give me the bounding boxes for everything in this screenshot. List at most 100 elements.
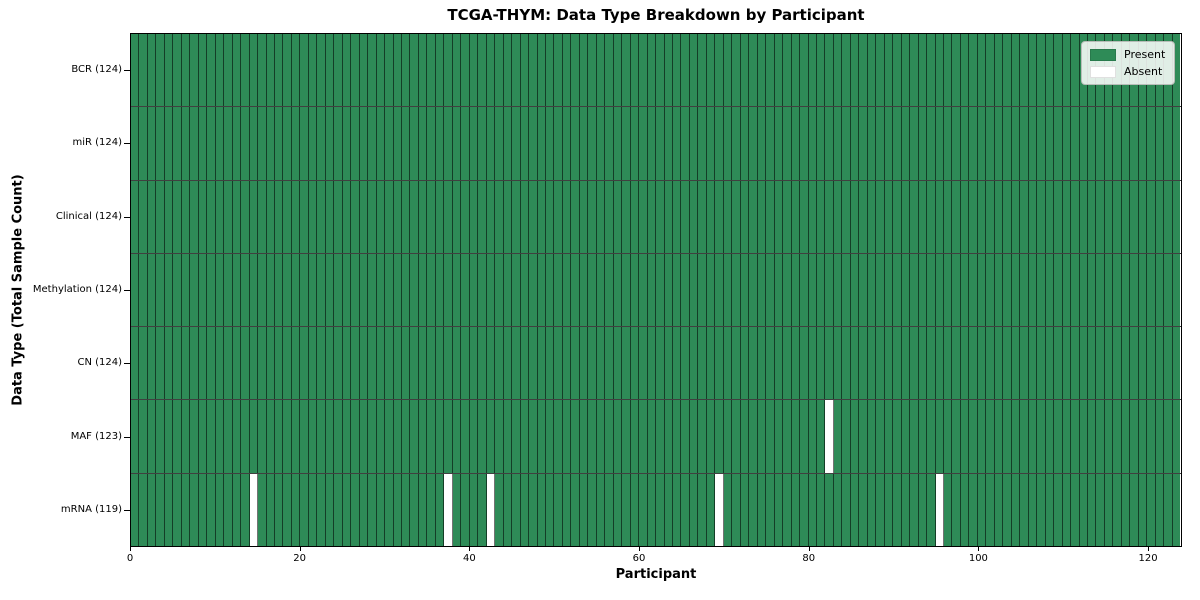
cell-present bbox=[410, 107, 419, 180]
cell-present bbox=[588, 400, 597, 473]
cell-present bbox=[274, 180, 284, 253]
cell-present bbox=[850, 253, 860, 327]
cell-present bbox=[1037, 34, 1046, 107]
cell-present bbox=[224, 34, 233, 107]
cell-present bbox=[850, 327, 860, 400]
cell-present bbox=[1096, 473, 1105, 546]
cell-present bbox=[783, 473, 792, 546]
cell-present bbox=[1071, 34, 1080, 107]
cell-present bbox=[910, 327, 919, 400]
cell-present bbox=[427, 34, 436, 107]
cell-present bbox=[850, 180, 860, 253]
cell-present bbox=[749, 253, 758, 327]
cell-present bbox=[520, 253, 530, 327]
cell-present bbox=[969, 180, 978, 253]
cell-present bbox=[901, 253, 911, 327]
cell-present bbox=[224, 180, 233, 253]
cell-present bbox=[469, 400, 479, 473]
cell-present bbox=[562, 400, 572, 473]
cell-present bbox=[545, 253, 555, 327]
cell-present bbox=[1028, 253, 1038, 327]
cell-present bbox=[579, 327, 589, 400]
cell-present bbox=[622, 34, 631, 107]
cell-present bbox=[1054, 34, 1063, 107]
cell-present bbox=[1028, 107, 1038, 180]
cell-present bbox=[1079, 107, 1088, 180]
cell-present bbox=[994, 180, 1004, 253]
cell-present bbox=[393, 473, 402, 546]
cell-present bbox=[232, 253, 242, 327]
cell-present bbox=[1011, 107, 1021, 180]
cell-present bbox=[562, 327, 572, 400]
cell-present bbox=[757, 327, 767, 400]
cell-absent bbox=[444, 473, 453, 546]
cell-present bbox=[706, 180, 716, 253]
cell-present bbox=[757, 34, 767, 107]
cell-present bbox=[418, 327, 428, 400]
x-tick-mark bbox=[130, 547, 131, 551]
x-tick-label: 20 bbox=[293, 553, 307, 564]
cell-present bbox=[554, 473, 563, 546]
cell-present bbox=[673, 34, 682, 107]
cell-present bbox=[681, 400, 690, 473]
cell-present bbox=[842, 253, 851, 327]
cell-present bbox=[639, 400, 648, 473]
cell-present bbox=[232, 180, 242, 253]
cell-present bbox=[249, 400, 259, 473]
cell-present bbox=[986, 180, 995, 253]
cell-present bbox=[960, 180, 970, 253]
cell-present bbox=[1113, 180, 1122, 253]
x-tick-label: 0 bbox=[126, 553, 134, 564]
cell-present bbox=[952, 180, 961, 253]
cell-present bbox=[571, 253, 580, 327]
cell-present bbox=[1096, 180, 1105, 253]
cell-present bbox=[740, 34, 750, 107]
cell-present bbox=[164, 180, 174, 253]
cell-present bbox=[613, 253, 623, 327]
cell-present bbox=[715, 180, 724, 253]
cell-present bbox=[1155, 107, 1165, 180]
cell-present bbox=[825, 327, 834, 400]
cell-present bbox=[1155, 327, 1165, 400]
cell-present bbox=[689, 253, 699, 327]
cell-present bbox=[893, 107, 902, 180]
cell-present bbox=[850, 34, 860, 107]
cell-present bbox=[842, 107, 851, 180]
cell-present bbox=[418, 107, 428, 180]
cell-present bbox=[156, 34, 165, 107]
cell-present bbox=[444, 327, 453, 400]
cell-present bbox=[605, 107, 614, 180]
cell-present bbox=[800, 34, 809, 107]
cell-present bbox=[1037, 253, 1046, 327]
cell-present bbox=[1172, 253, 1181, 327]
cell-present bbox=[935, 400, 944, 473]
cell-present bbox=[1096, 400, 1105, 473]
cell-present bbox=[673, 180, 682, 253]
cell-present bbox=[1138, 253, 1148, 327]
cell-present bbox=[266, 400, 275, 473]
cell-present bbox=[156, 180, 165, 253]
cell-present bbox=[893, 34, 902, 107]
cell-present bbox=[698, 107, 707, 180]
cell-present bbox=[918, 400, 928, 473]
cell-present bbox=[198, 34, 208, 107]
x-tick-mark bbox=[299, 547, 301, 551]
cell-present bbox=[325, 107, 335, 180]
cell-present bbox=[673, 327, 682, 400]
cell-present bbox=[562, 107, 572, 180]
cell-present bbox=[529, 34, 538, 107]
cell-present bbox=[325, 180, 335, 253]
cell-present bbox=[740, 400, 750, 473]
cell-present bbox=[774, 400, 784, 473]
cell-present bbox=[910, 34, 919, 107]
cell-present bbox=[317, 34, 326, 107]
cell-present bbox=[334, 34, 343, 107]
cell-present bbox=[571, 34, 580, 107]
cell-present bbox=[952, 34, 961, 107]
cell-present bbox=[503, 327, 513, 400]
cell-present bbox=[630, 473, 640, 546]
y-tick-mark bbox=[124, 510, 130, 512]
cell-present bbox=[842, 473, 851, 546]
cell-present bbox=[402, 400, 411, 473]
cell-present bbox=[545, 400, 555, 473]
